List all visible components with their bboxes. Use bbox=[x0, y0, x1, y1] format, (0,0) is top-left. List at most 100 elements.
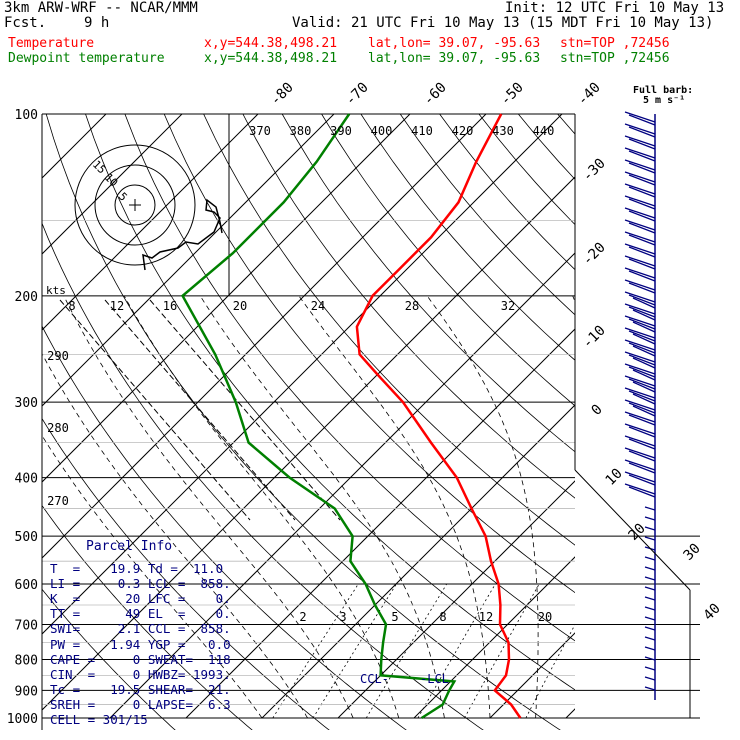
wind-barb bbox=[628, 438, 656, 450]
dry-adiabat bbox=[517, 114, 575, 180]
wind-barb bbox=[624, 135, 656, 147]
wind-barb bbox=[628, 390, 656, 402]
moist-adiabat bbox=[123, 295, 400, 719]
speed-axis-label: 20 bbox=[233, 299, 247, 313]
ccl-label: CCL- bbox=[360, 672, 389, 686]
legend-temperature-label: Temperature bbox=[8, 36, 95, 51]
dry-adiabat bbox=[85, 114, 575, 691]
hodograph-ring bbox=[114, 184, 156, 226]
pressure-tick-label: 600 bbox=[15, 578, 38, 593]
pressure-tick-label: 900 bbox=[15, 684, 38, 699]
theta-label: 380 bbox=[290, 124, 312, 138]
legend-dewpoint-xy: x,y=544.38,498.21 bbox=[204, 51, 338, 66]
isotherm-line bbox=[42, 114, 259, 331]
forecast-label: Fcst. bbox=[4, 15, 47, 31]
isotherm-line bbox=[42, 114, 183, 255]
hodograph-axis-label: kts bbox=[46, 284, 66, 297]
wind-barb bbox=[632, 297, 656, 309]
wind-barb bbox=[628, 294, 656, 306]
legend-dewpoint-stn: stn=TOP ,72456 bbox=[560, 51, 670, 66]
speed-axis-label: 32 bbox=[501, 299, 515, 313]
isotherm-label: -30 bbox=[580, 156, 609, 185]
mixing-ratio-line bbox=[417, 583, 496, 719]
isotherm-line bbox=[718, 114, 740, 718]
parcel-row: LI = 0.3 LCL = 858. bbox=[50, 576, 231, 592]
moist-adiabat bbox=[298, 295, 491, 719]
wind-barb bbox=[628, 222, 656, 234]
wind-barb bbox=[624, 123, 656, 135]
wind-barb bbox=[624, 315, 656, 327]
barb-legend-line2: 5 m s⁻¹ bbox=[643, 95, 686, 106]
speed-guide bbox=[149, 299, 341, 521]
wind-barb bbox=[624, 219, 656, 231]
isotherm-label: 0 bbox=[589, 402, 606, 419]
theta-label: 370 bbox=[249, 124, 271, 138]
theta-label: 420 bbox=[452, 124, 474, 138]
lcl-label: -LCL bbox=[420, 672, 449, 686]
parcel-row: K = 20 LFC = 0. bbox=[50, 591, 231, 607]
wind-barb bbox=[644, 626, 656, 631]
wind-barb bbox=[628, 198, 656, 210]
isotherm-line bbox=[42, 176, 575, 711]
isotherm-label: 10 bbox=[603, 466, 626, 489]
wind-barb bbox=[628, 114, 656, 126]
parcel-info-title: Parcel Info bbox=[86, 539, 173, 554]
moist-adiabat bbox=[426, 295, 539, 719]
speed-axis-label: 16 bbox=[163, 299, 177, 313]
wind-barb bbox=[624, 411, 656, 423]
frame-diagonal bbox=[574, 469, 691, 591]
wind-barb bbox=[624, 327, 656, 339]
isotherm-line bbox=[42, 114, 411, 483]
theta-label: 390 bbox=[330, 124, 352, 138]
parcel-row: PW = 1.94 YGP = 0.0 bbox=[50, 636, 231, 652]
speed-axis-label: 8 bbox=[68, 299, 75, 313]
wind-barb bbox=[644, 556, 656, 561]
wind-barb bbox=[632, 309, 656, 321]
wind-barb bbox=[632, 393, 656, 405]
parcel-info-box: T = 19.9 Td = 11.0 LI = 0.3 LCL = 858. K =… bbox=[42, 537, 242, 727]
pressure-tick-label: 500 bbox=[15, 530, 38, 545]
wind-barb bbox=[624, 375, 656, 387]
wind-barb bbox=[628, 162, 656, 174]
mixing-ratio-line bbox=[272, 583, 359, 719]
legend-dewpoint-label: Dewpoint temperature bbox=[8, 51, 165, 66]
barb-legend-line1: Full barb: bbox=[633, 85, 694, 96]
wind-barb bbox=[628, 234, 656, 246]
dry-adiabat bbox=[242, 114, 575, 499]
isotherms bbox=[42, 114, 740, 719]
isotherm-line bbox=[642, 114, 740, 718]
dry-adiabat bbox=[42, 417, 330, 730]
wind-barb bbox=[624, 387, 656, 399]
wind-barb bbox=[624, 243, 656, 255]
theta-side-label: 290 bbox=[47, 349, 69, 363]
wind-barb bbox=[624, 231, 656, 243]
wind-barb bbox=[644, 526, 656, 531]
wind-barb bbox=[632, 333, 656, 345]
wind-barb bbox=[624, 363, 656, 375]
hodograph-ring-label: 15 bbox=[90, 158, 109, 177]
mixing-ratio-label: 5 bbox=[391, 610, 398, 624]
speed-guide bbox=[59, 299, 251, 521]
wind-barb bbox=[624, 423, 656, 435]
pressure-tick-label: 800 bbox=[15, 653, 38, 668]
wind-barb bbox=[644, 676, 656, 681]
isotherm-line bbox=[565, 708, 575, 719]
wind-barb bbox=[624, 207, 656, 219]
isotherm-line bbox=[489, 632, 575, 719]
wind-barb bbox=[628, 174, 656, 186]
isotherm-label: -50 bbox=[498, 80, 527, 109]
valid-time: Valid: 21 UTC Fri 10 May 13 (15 MDT Fri … bbox=[292, 15, 714, 31]
wind-barb bbox=[624, 111, 656, 123]
wind-barb bbox=[628, 186, 656, 198]
wind-barb bbox=[624, 471, 656, 483]
temperature-trace bbox=[355, 113, 522, 719]
wind-barb bbox=[632, 321, 656, 333]
dry-adiabat bbox=[597, 114, 740, 731]
wind-barb bbox=[624, 483, 656, 495]
wind-barb bbox=[628, 138, 656, 150]
mixing-ratio-line bbox=[365, 583, 448, 719]
mixing-ratio-label: 20 bbox=[538, 610, 552, 624]
isotherm-label: -60 bbox=[421, 80, 450, 109]
wind-barb bbox=[628, 150, 656, 162]
